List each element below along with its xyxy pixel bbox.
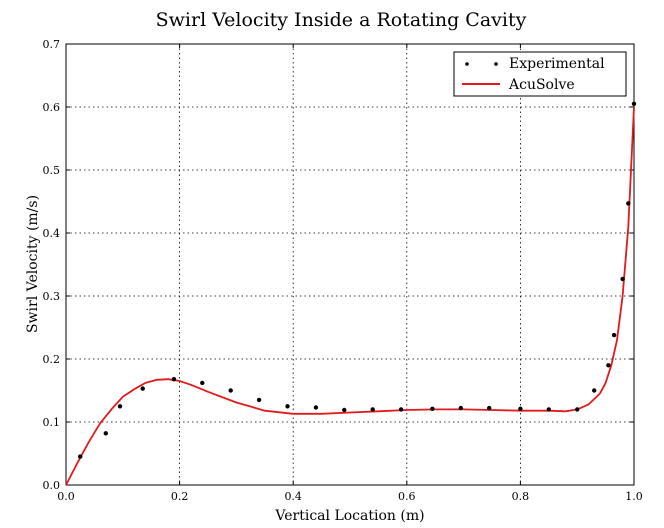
- experimental-point: [611, 332, 617, 338]
- y-tick-label: 0.0: [43, 479, 61, 492]
- x-tick-label: 0.0: [57, 490, 75, 503]
- y-tick-label: 0.2: [43, 353, 61, 366]
- legend-label-experimental: Experimental: [509, 56, 605, 72]
- legend-marker-experimental: [465, 62, 469, 66]
- experimental-point: [631, 101, 637, 107]
- chart-title: Swirl Velocity Inside a Rotating Cavity: [156, 9, 527, 31]
- experimental-point: [228, 388, 233, 393]
- experimental-point: [78, 454, 83, 459]
- y-tick-label: 0.6: [43, 101, 61, 114]
- experimental-point: [140, 386, 145, 391]
- experimental-point: [458, 405, 463, 411]
- plot-area: [65, 43, 635, 486]
- experimental-point: [606, 363, 611, 368]
- experimental-point: [285, 404, 290, 409]
- experimental-point: [313, 405, 319, 410]
- y-tick-label: 0.5: [43, 164, 61, 177]
- experimental-point: [200, 380, 205, 386]
- experimental-point: [370, 407, 375, 412]
- experimental-point: [487, 405, 492, 411]
- series-acusolve: [65, 106, 635, 486]
- experimental-point: [398, 407, 404, 412]
- grid: [66, 44, 634, 485]
- y-tick-label: 0.4: [43, 227, 61, 240]
- experimental-point: [620, 276, 625, 282]
- x-tick-label: 0.2: [171, 490, 189, 503]
- legend-marker-experimental: [494, 62, 498, 66]
- x-tick-label: 0.6: [398, 490, 416, 503]
- experimental-point: [518, 406, 523, 411]
- experimental-point: [546, 407, 551, 412]
- experimental-point: [171, 377, 177, 382]
- experimental-point: [117, 404, 123, 409]
- acusolve-line: [65, 106, 635, 486]
- experimental-point: [256, 397, 262, 403]
- legend-box: [453, 51, 627, 97]
- y-tick-label: 0.1: [43, 416, 61, 429]
- axis-ticks: 0.0 0.2 0.4 0.6 0.8 1.0 0.0 0.1 0.2 0.3 0.4 0.5 0.6 0…: [43, 38, 643, 503]
- x-tick-label: 1.0: [625, 490, 643, 503]
- experimental-point: [626, 201, 631, 206]
- x-tick-label: 0.4: [284, 490, 302, 503]
- experimental-point: [575, 407, 580, 412]
- experimental-point: [592, 388, 597, 393]
- legend: Experimental AcuSolve: [453, 51, 627, 97]
- legend-label-acusolve: AcuSolve: [508, 77, 575, 93]
- series-experimental: [78, 101, 637, 459]
- experimental-point: [103, 431, 109, 436]
- experimental-point: [430, 406, 435, 411]
- experimental-point: [342, 407, 347, 413]
- x-tick-label: 0.8: [512, 490, 530, 503]
- x-axis-label: Vertical Location (m): [274, 508, 424, 524]
- y-tick-label: 0.7: [43, 38, 61, 51]
- y-tick-label: 0.3: [43, 290, 61, 303]
- y-axis-label: Swirl Velocity (m/s): [25, 195, 41, 333]
